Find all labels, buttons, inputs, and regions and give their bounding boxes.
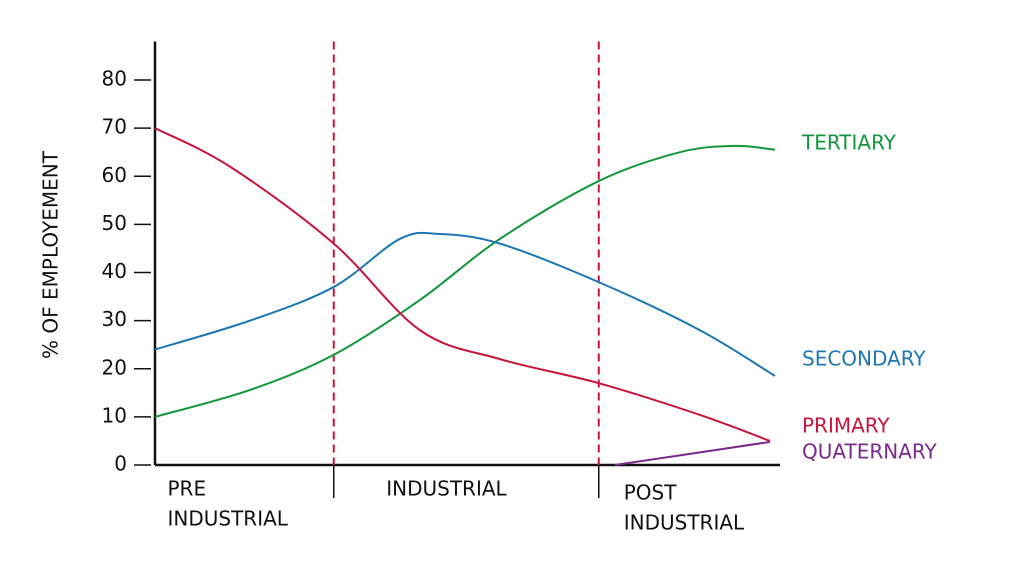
y-tick-label: 0	[114, 452, 127, 476]
series-line	[154, 231, 776, 377]
stage-label: INDUSTRIAL	[168, 507, 289, 531]
stage-label: INDUSTRIAL	[386, 477, 507, 501]
y-tick-label: 10	[102, 403, 127, 427]
stage-label: POST	[624, 481, 677, 505]
series-line	[154, 127, 771, 442]
plot: 0 10 20 30 40 50 60 70 80 PRE INDUSTRIAL INDUSTRIAL…	[102, 41, 938, 535]
series-line	[154, 144, 776, 418]
y-tick-label: 70	[102, 115, 127, 139]
y-tick-label: 50	[102, 211, 127, 235]
series-line	[614, 440, 771, 466]
stage-label: PRE	[168, 477, 207, 501]
y-tick-label: 80	[102, 67, 127, 91]
series-label: QUATERNARY	[802, 440, 938, 464]
stage-label: INDUSTRIAL	[624, 511, 745, 535]
y-tick-label: 20	[102, 355, 127, 379]
y-tick-label: 30	[102, 307, 127, 331]
y-tick-label: 60	[102, 163, 127, 187]
series-label: PRIMARY	[802, 414, 890, 438]
series-label: TERTIARY	[801, 131, 897, 155]
series-label: SECONDARY	[802, 347, 926, 371]
y-axis-title: % OF EMPLOYEMENT	[39, 150, 63, 359]
y-tick-label: 40	[102, 259, 127, 283]
